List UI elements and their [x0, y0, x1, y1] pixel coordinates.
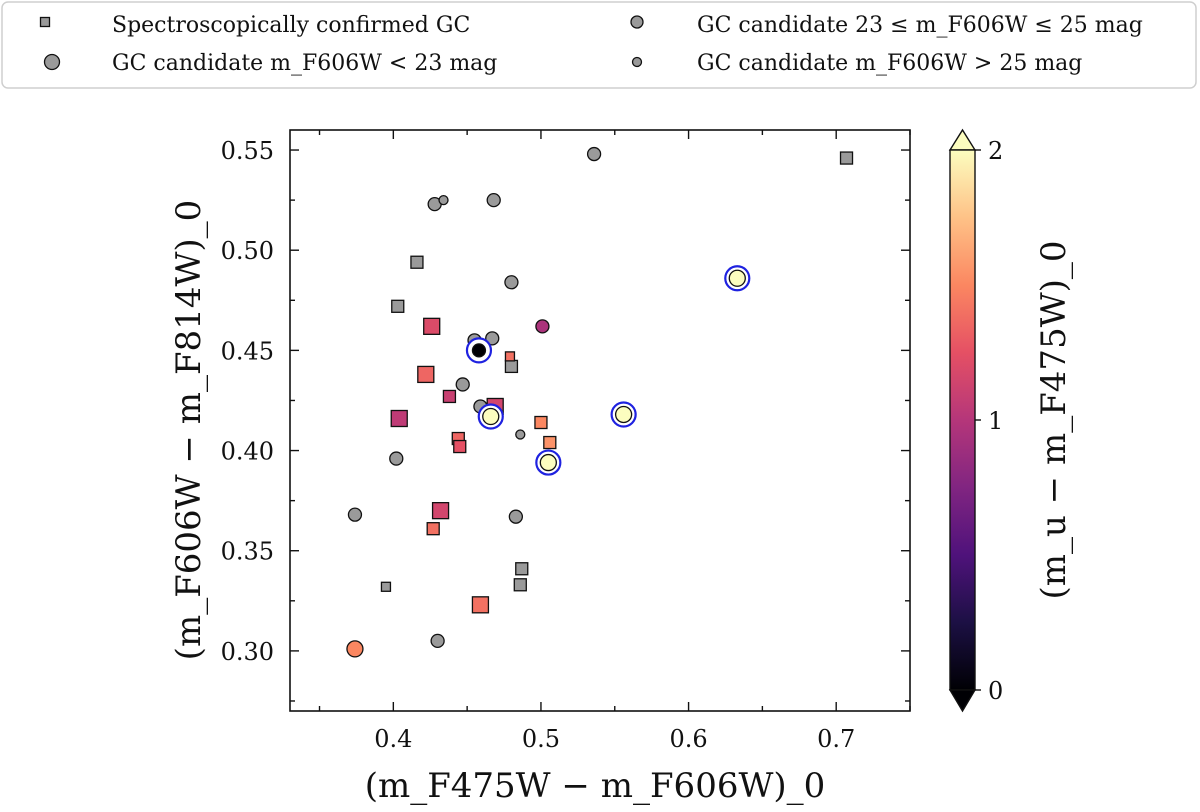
gc-candidate-marker — [471, 343, 487, 358]
legend-label-mid: GC candidate 23 ≤ m_F606W ≤ 25 mag — [697, 13, 1143, 38]
confirmed-gc-marker — [534, 415, 548, 430]
axis-ticks: 0.4 0.5 0.6 0.7 0.30 0.35 0.40 0.45 0.50 0.55 — [221, 130, 911, 753]
colorbar-extend-top — [948, 128, 977, 151]
legend-label-faint: GC candidate m_F606W > 25 mag — [697, 51, 1082, 76]
confirmed-gc-marker — [543, 435, 557, 450]
confirmed-gc-marker — [423, 317, 441, 335]
gc-candidate-marker — [504, 275, 519, 290]
legend: Spectroscopically confirmed GC GC candid… — [1, 1, 1197, 89]
y-tick-label: 0.55 — [221, 137, 274, 165]
confirmed-gc-marker — [471, 596, 490, 614]
gc-candidate-marker — [438, 194, 449, 206]
y-tick-label: 0.50 — [221, 237, 274, 265]
colorbar-gradient — [949, 149, 976, 691]
legend-label-bright: GC candidate m_F606W < 23 mag — [112, 51, 497, 76]
gc-candidate-marker — [515, 429, 526, 440]
confirmed-gc-marker — [515, 562, 529, 576]
gc-candidate-marker — [455, 377, 470, 392]
confirmed-gc-marker — [839, 151, 854, 165]
data-points — [346, 146, 854, 658]
x-tick-label: 0.5 — [522, 725, 560, 753]
gc-candidate-marker — [614, 405, 633, 424]
confirmed-gc-marker — [391, 299, 405, 313]
gc-candidate-marker — [482, 407, 500, 426]
confirmed-gc-marker — [504, 351, 516, 362]
colorbar-tick-label: 2 — [988, 137, 1003, 165]
gc-candidate-marker — [539, 453, 557, 472]
x-tick-label: 0.7 — [817, 725, 855, 753]
y-tick-label: 0.40 — [221, 438, 274, 466]
legend-marker-faint — [631, 56, 643, 68]
y-axis-label: (m_F606W − m_F814W)_0 — [169, 200, 209, 661]
plot-background — [290, 130, 910, 711]
gc-candidate-marker — [347, 507, 363, 522]
confirmed-gc-marker — [380, 581, 392, 592]
colorbar-tick-label: 0 — [988, 677, 1003, 705]
y-tick-label: 0.35 — [221, 538, 274, 566]
legend-frame — [1, 1, 1197, 89]
gc-candidate-marker — [486, 192, 501, 208]
plot-area: 0.4 0.5 0.6 0.7 0.30 0.35 0.40 0.45 0.50 0.55 — [221, 129, 911, 753]
confirmed-gc-marker — [431, 502, 450, 520]
plot-frame — [289, 129, 911, 712]
legend-label-spec: Spectroscopically confirmed GC — [112, 13, 470, 38]
colorbar-extend-bottom — [948, 689, 977, 713]
colorbar: 0 1 2 (m_u − m_F475W)_0 — [948, 128, 1074, 713]
gc-candidate-marker — [346, 640, 364, 658]
legend-marker-spec — [39, 16, 51, 28]
gc-candidate-marker — [535, 319, 550, 334]
gc-candidate-marker — [728, 269, 746, 287]
legend-marker-mid — [630, 15, 644, 29]
y-tick-label: 0.45 — [221, 337, 274, 365]
x-axis-label: (m_F475W − m_F606W)_0 — [365, 766, 826, 806]
confirmed-gc-marker — [426, 522, 440, 536]
y-tick-label: 0.30 — [221, 638, 274, 666]
gc-candidate-marker — [586, 146, 602, 162]
confirmed-gc-marker — [390, 409, 408, 428]
x-tick-label: 0.6 — [669, 725, 707, 753]
confirmed-gc-marker — [504, 359, 519, 374]
confirmed-gc-marker — [513, 578, 527, 592]
colorbar-label: (m_u − m_F475W)_0 — [1034, 240, 1074, 599]
legend-marker-bright — [43, 53, 61, 71]
confirmed-gc-marker — [417, 365, 435, 384]
colorbar-ticks: 0 1 2 — [975, 137, 1003, 705]
confirmed-gc-marker — [410, 255, 424, 269]
gc-candidate-marker — [508, 509, 524, 524]
gc-candidate-marker — [389, 451, 404, 466]
x-tick-label: 0.4 — [374, 725, 412, 753]
gc-candidate-marker — [485, 331, 500, 346]
gc-candidate-marker — [430, 633, 445, 649]
colorbar-tick-label: 1 — [988, 407, 1003, 435]
confirmed-gc-marker — [442, 389, 457, 404]
confirmed-gc-marker — [453, 439, 467, 454]
